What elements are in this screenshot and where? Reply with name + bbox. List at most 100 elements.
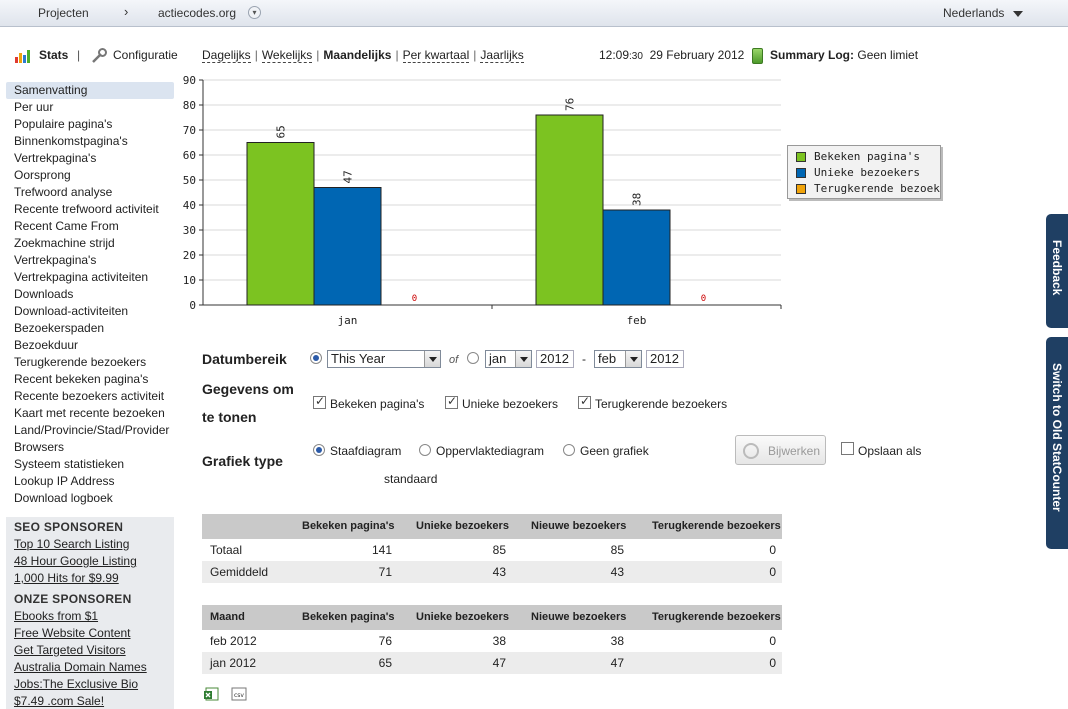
clock-time: 12:09: [599, 48, 630, 62]
sidebar-item[interactable]: Populaire pagina's: [14, 117, 113, 131]
table-cell: 43: [492, 565, 506, 579]
check-unique-visitors-label: Unieke bezoekers: [462, 397, 559, 411]
column-header: Terugkerende bezoekers: [652, 520, 781, 532]
sidebar-item[interactable]: Land/Provincie/Stad/Provider: [14, 423, 170, 437]
our-sponsor-link[interactable]: Get Targeted Visitors: [14, 643, 126, 657]
graph-bar-radio[interactable]: [313, 444, 325, 456]
check-unique-visitors[interactable]: [445, 394, 458, 409]
check-page-views[interactable]: [313, 394, 326, 409]
update-button[interactable]: Bijwerken: [735, 435, 826, 465]
table-row: jan 2012 65 47 47 0: [202, 652, 782, 674]
summary-log-label: Summary Log:: [770, 48, 855, 62]
range-preset-select[interactable]: This Year: [327, 350, 441, 368]
data-label: 47: [342, 170, 355, 183]
seo-sponsors-title: SEO SPONSOREN: [14, 520, 124, 534]
sidebar-item[interactable]: Recent bekeken pagina's: [14, 372, 149, 386]
check-returning-visitors[interactable]: [578, 394, 591, 409]
sidebar-item[interactable]: Vertrekpagina activiteiten: [14, 270, 149, 284]
sidebar-item[interactable]: Recente bezoekers activiteit: [14, 389, 165, 403]
period-quarterly[interactable]: Per kwartaal: [402, 48, 470, 63]
configuration-tab[interactable]: Configuratie: [113, 48, 178, 62]
table-cell: 0: [769, 656, 776, 670]
seo-sponsor-link[interactable]: 1,000 Hits for $9.99: [14, 571, 119, 585]
sidebar-item[interactable]: Downloads: [14, 287, 74, 301]
our-sponsor-link[interactable]: Ebooks from $1: [14, 609, 99, 623]
sidebar-item[interactable]: Vertrekpagina's: [14, 151, 97, 165]
switch-old-statcounter-tab[interactable]: Switch to Old StatCounter: [1046, 337, 1068, 549]
update-button-label: Bijwerken: [768, 444, 821, 458]
to-month-select[interactable]: feb: [594, 350, 642, 368]
language-selector[interactable]: Nederlands: [943, 6, 1005, 20]
seo-sponsor-link[interactable]: Top 10 Search Listing: [14, 537, 130, 551]
projects-link[interactable]: Projecten: [38, 6, 89, 20]
chevron-down-icon: [424, 351, 440, 367]
excel-export-icon[interactable]: [204, 687, 220, 701]
save-as-default-checkbox[interactable]: [841, 442, 854, 455]
chart-legend: Bekeken pagina's Unieke bezoekers Terugker…: [787, 145, 941, 199]
seo-sponsor-link[interactable]: 48 Hour Google Listing: [14, 554, 137, 568]
table-header: Maand Bekeken pagina's Unieke bezoekers Nie…: [202, 605, 782, 630]
table-row: Gemiddeld 71 43 43 0: [202, 561, 782, 583]
from-month-value: jan: [489, 351, 507, 366]
period-weekly[interactable]: Wekelijks: [261, 48, 313, 63]
table-cell: 43: [610, 565, 624, 579]
data-label-line1: Gegevens om: [202, 381, 294, 397]
summary-log: Summary Log: Geen limiet: [770, 48, 918, 62]
graph-area-radio[interactable]: [419, 444, 431, 456]
sidebar-item[interactable]: Download logboek: [14, 491, 113, 505]
clock: 12:09:30 29 February 2012: [599, 48, 744, 62]
graph-none-label: Geen grafiek: [580, 444, 649, 458]
to-year-input[interactable]: 2012: [646, 350, 684, 368]
from-month-select[interactable]: jan: [485, 350, 532, 368]
csv-export-icon[interactable]: csv: [231, 687, 247, 701]
sidebar-item[interactable]: Vertrekpagina's: [14, 253, 97, 267]
our-sponsor-link[interactable]: $7.49 .com Sale!: [14, 694, 105, 708]
sidebar-item[interactable]: Download-activiteiten: [14, 304, 129, 318]
y-tick-label: 10: [183, 274, 196, 287]
table-cell: 85: [492, 543, 506, 557]
site-dropdown-icon[interactable]: ▾: [248, 6, 261, 19]
sidebar-item[interactable]: Zoekmachine strijd: [14, 236, 115, 250]
period-daily[interactable]: Dagelijks: [202, 48, 251, 63]
bar: [535, 114, 604, 306]
site-name[interactable]: actiecodes.org: [158, 6, 237, 20]
table-cell: 0: [769, 565, 776, 579]
switch-tab-label: Switch to Old StatCounter: [1050, 363, 1064, 512]
sidebar-item[interactable]: Kaart met recente bezoeken: [14, 406, 165, 420]
sidebar-item[interactable]: Oorsprong: [14, 168, 71, 182]
table-cell: Totaal: [210, 543, 243, 557]
sidebar-item[interactable]: Bezoekduur: [14, 338, 79, 352]
feedback-tab[interactable]: Feedback: [1046, 214, 1068, 328]
sidebar-item[interactable]: Per uur: [14, 100, 54, 114]
sidebar-item[interactable]: Recent Came From: [14, 219, 119, 233]
sidebar-item[interactable]: Lookup IP Address: [14, 474, 115, 488]
period-monthly[interactable]: Maandelijks: [323, 48, 392, 62]
legend-entry: Unieke bezoekers: [796, 166, 940, 180]
from-year-input[interactable]: 2012: [536, 350, 574, 368]
sidebar-item[interactable]: Trefwoord analyse: [14, 185, 113, 199]
to-month-value: feb: [598, 351, 617, 366]
range-custom-radio[interactable]: [467, 352, 479, 364]
sidebar-item[interactable]: Systeem statistieken: [14, 457, 125, 471]
date-range-label: Datumbereik: [202, 351, 287, 367]
chevron-down-icon[interactable]: [1013, 11, 1023, 17]
our-sponsor-link[interactable]: Australia Domain Names: [14, 660, 147, 674]
sidebar-item[interactable]: Recente trefwoord activiteit: [14, 202, 159, 216]
sidebar-item[interactable]: Samenvatting: [6, 82, 174, 99]
y-tick-label: 0: [189, 299, 196, 312]
sidebar-item[interactable]: Terugkerende bezoekers: [14, 355, 147, 369]
table-cell: 76: [378, 634, 392, 648]
column-header: Nieuwe bezoekers: [531, 611, 627, 623]
bar-chart-icon: [15, 50, 30, 63]
range-preset-radio[interactable]: [310, 352, 322, 364]
sidebar-item[interactable]: Bezoekerspaden: [14, 321, 105, 335]
table-cell: 38: [610, 634, 624, 648]
period-yearly[interactable]: Jaarlijks: [480, 48, 524, 63]
stats-tab[interactable]: Stats: [39, 48, 69, 62]
our-sponsor-link[interactable]: Jobs:The Exclusive Bio: [14, 677, 139, 691]
sidebar-item[interactable]: Binnenkomstpagina's: [14, 134, 128, 148]
graph-none-radio[interactable]: [563, 444, 575, 456]
sidebar-item[interactable]: Browsers: [14, 440, 65, 454]
bar: [313, 187, 382, 306]
our-sponsor-link[interactable]: Free Website Content: [14, 626, 131, 640]
